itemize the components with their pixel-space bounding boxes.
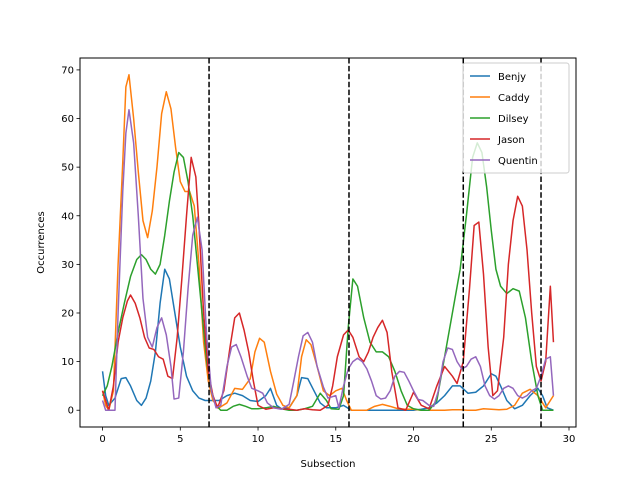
legend-label-jason: Jason (497, 135, 525, 146)
y-tick-label: 50 (61, 163, 74, 174)
legend-label-quentin: Quentin (498, 156, 538, 167)
x-tick-label: 0 (99, 434, 105, 445)
x-tick-label: 30 (563, 434, 576, 445)
y-tick-label: 0 (68, 406, 74, 417)
series-line-quentin (101, 109, 555, 411)
y-tick-label: 20 (61, 308, 74, 319)
y-tick-label: 30 (61, 260, 74, 271)
axes-frame (79, 57, 577, 428)
x-tick-label: 5 (177, 434, 183, 445)
series-line-caddy (101, 74, 555, 411)
y-tick-label: 60 (61, 114, 74, 125)
x-tick-label: 25 (485, 434, 498, 445)
x-tick-label: 20 (407, 434, 420, 445)
y-axis-ticks: 0 10 20 30 40 50 60 70 (61, 65, 80, 417)
y-tick-label: 40 (61, 211, 74, 222)
y-axis-label: Occurrences (36, 211, 47, 273)
legend: Benjy Caddy Dilsey Jason Quentin (462, 62, 570, 174)
legend-label-benjy: Benjy (498, 72, 526, 83)
legend-label-caddy: Caddy (498, 93, 530, 104)
x-tick-label: 10 (252, 434, 265, 445)
legend-label-dilsey: Dilsey (498, 114, 529, 125)
y-tick-label: 70 (61, 65, 74, 76)
x-axis-label: Subsection (300, 459, 355, 470)
x-tick-label: 15 (329, 434, 342, 445)
plot-area (101, 58, 555, 427)
series-line-jason (101, 156, 555, 411)
y-tick-label: 10 (61, 357, 74, 368)
legend-box (462, 62, 570, 174)
x-axis-ticks: 0 5 10 15 20 25 30 (99, 427, 575, 445)
